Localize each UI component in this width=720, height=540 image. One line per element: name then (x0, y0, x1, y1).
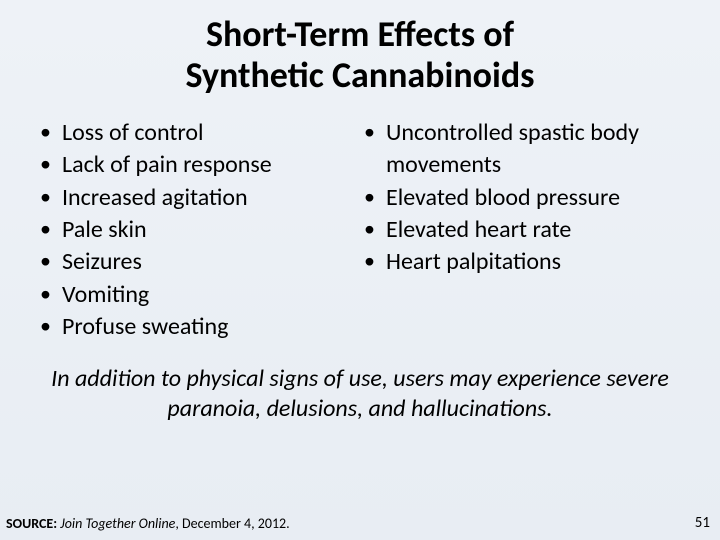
source-label: SOURCE: (6, 515, 60, 532)
list-item: Elevated blood pressure (360, 182, 684, 214)
source-citation: SOURCE: Join Together Online, December 4… (6, 515, 290, 532)
right-column: Uncontrolled spastic body movements Elev… (360, 117, 684, 344)
list-item: Loss of control (36, 117, 360, 149)
right-list: Uncontrolled spastic body movements Elev… (360, 117, 684, 279)
list-item: Uncontrolled spastic body movements (360, 117, 684, 182)
list-item: Increased agitation (36, 182, 360, 214)
slide-title: Short-Term Effects of Synthetic Cannabin… (0, 0, 720, 97)
source-date: , December 4, 2012. (175, 515, 289, 532)
list-item: Pale skin (36, 214, 360, 246)
left-list: Loss of control Lack of pain response In… (36, 117, 360, 344)
title-line-2: Synthetic Cannabinoids (185, 53, 534, 97)
left-column: Loss of control Lack of pain response In… (36, 117, 360, 344)
title-line-1: Short-Term Effects of (206, 12, 514, 56)
footnote-text: In addition to physical signs of use, us… (0, 344, 720, 424)
list-item: Profuse sweating (36, 311, 360, 343)
list-item: Seizures (36, 246, 360, 278)
page-number: 51 (695, 514, 710, 532)
list-item: Heart palpitations (360, 246, 684, 278)
list-item: Elevated heart rate (360, 214, 684, 246)
list-item: Vomiting (36, 279, 360, 311)
content-columns: Loss of control Lack of pain response In… (0, 97, 720, 344)
list-item: Lack of pain response (36, 149, 360, 181)
source-value: Join Together Online (60, 515, 175, 532)
